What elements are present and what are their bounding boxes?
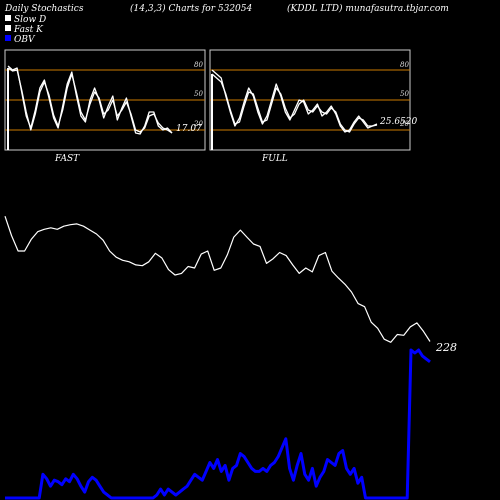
fast-panel-label: FAST [54, 154, 80, 164]
full-tick-20: 20 [399, 120, 409, 128]
full-series-0 [211, 73, 378, 133]
price-area [4, 216, 431, 343]
full-tick-50: 50 [400, 90, 409, 98]
full-series-1 [211, 69, 378, 133]
price-line [4, 216, 431, 343]
fast-series-1 [7, 65, 173, 135]
header-left: Daily Stochastics [4, 4, 84, 14]
full-last-value: 25.6520 [379, 117, 417, 127]
obv-line [5, 348, 431, 500]
legend: Slow D Fast K OBV [5, 15, 46, 45]
legend-label-obv: OBV [14, 35, 36, 45]
fast-series-0 [7, 67, 173, 134]
fast-tick-20: 20 [193, 120, 203, 128]
fast-panel: 80 50 20 17.07 FAST [4, 49, 206, 164]
full-tick-80: 80 [400, 61, 409, 69]
legend-swatch-fast-k [5, 25, 11, 31]
obv-area [5, 348, 431, 500]
fast-last-value: 17.07 [176, 124, 202, 134]
price-last-value: 228 [435, 341, 457, 354]
legend-label-fast-k: Fast K [13, 25, 44, 35]
header-right: (KDDL LTD) munafasutra.tbjar.com [287, 3, 449, 14]
legend-label-slow-d: Slow D [14, 15, 46, 25]
fast-tick-50: 50 [194, 90, 203, 98]
header-center: (14,3,3) Charts for 532054 [130, 3, 252, 14]
legend-swatch-obv [5, 35, 11, 41]
legend-swatch-slow-d [5, 15, 11, 21]
fast-tick-80: 80 [194, 61, 203, 69]
full-panel: 80 50 20 25.6520 FULL [209, 49, 417, 164]
full-panel-label: FULL [261, 154, 288, 164]
